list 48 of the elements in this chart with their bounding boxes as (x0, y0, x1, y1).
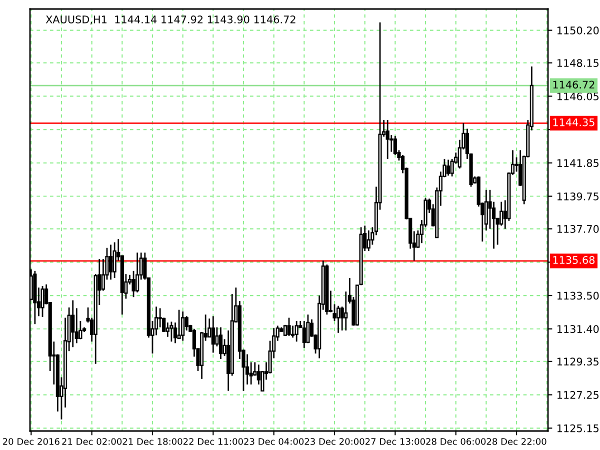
candlestick (132, 270, 136, 298)
y-tick-label: 1139.75 (557, 192, 598, 200)
candlestick (177, 309, 181, 340)
y-tick-label: 1137.70 (557, 225, 599, 233)
candlestick (306, 314, 310, 344)
candlestick (500, 201, 504, 226)
candlestick (158, 308, 162, 328)
y-tick-label: 1133.50 (557, 292, 599, 300)
candlestick (446, 159, 450, 176)
text: XAUUSD,H1 1144.14 1147.92 1143.90 1146.72 (46, 16, 296, 24)
candlestick (181, 310, 185, 342)
candlestick (287, 317, 291, 337)
candlestick (108, 244, 113, 280)
x-tick-label: 22 Dec 11:00 (183, 438, 243, 445)
candlestick (218, 326, 223, 360)
ref-line-label: 1144.35 (553, 118, 594, 126)
y-tick-label: 1125.15 (557, 424, 598, 432)
x-tick-label: 27 Dec 13:00 (365, 438, 425, 445)
x-tick-label: 23 Dec 04:00 (244, 438, 304, 445)
candlestick (302, 320, 306, 349)
candlestick (386, 119, 390, 160)
x-tick-label: 28 Dec 22:00 (486, 438, 546, 445)
candlestick (166, 322, 170, 338)
candlestick (211, 315, 215, 354)
ref-line-label: 1135.68 (553, 256, 595, 264)
y-tick-label: 1148.15 (557, 59, 598, 67)
x-tick-label: 23 Dec 20:00 (304, 438, 364, 445)
y-tick-label: 1127.25 (557, 391, 598, 399)
y-tick-label: 1150.20 (557, 26, 599, 34)
candlestick (366, 230, 370, 252)
candlestick (294, 320, 298, 342)
y-tick-label: 1146.05 (557, 92, 598, 100)
candlestick (40, 285, 44, 318)
candlestick (112, 242, 116, 279)
candlestick (332, 304, 336, 322)
candlestick (170, 321, 174, 342)
x-tick-label: 21 Dec 02:00 (62, 438, 122, 445)
y-tick-label: 1131.40 (557, 325, 599, 333)
ref-line-label: 1146.72 (553, 80, 594, 89)
x-tick-label: 21 Dec 18:00 (122, 438, 182, 445)
candlestick (336, 305, 340, 334)
candlestick (344, 290, 348, 332)
y-tick-label: 1141.85 (557, 159, 598, 168)
candlestick (136, 252, 140, 294)
y-tick-label: 1129.35 (557, 358, 598, 366)
candlestick (71, 300, 75, 348)
x-tick-label: 28 Dec 06:00 (426, 438, 486, 445)
x-tick-label: 20 Dec 2016 (2, 438, 60, 445)
